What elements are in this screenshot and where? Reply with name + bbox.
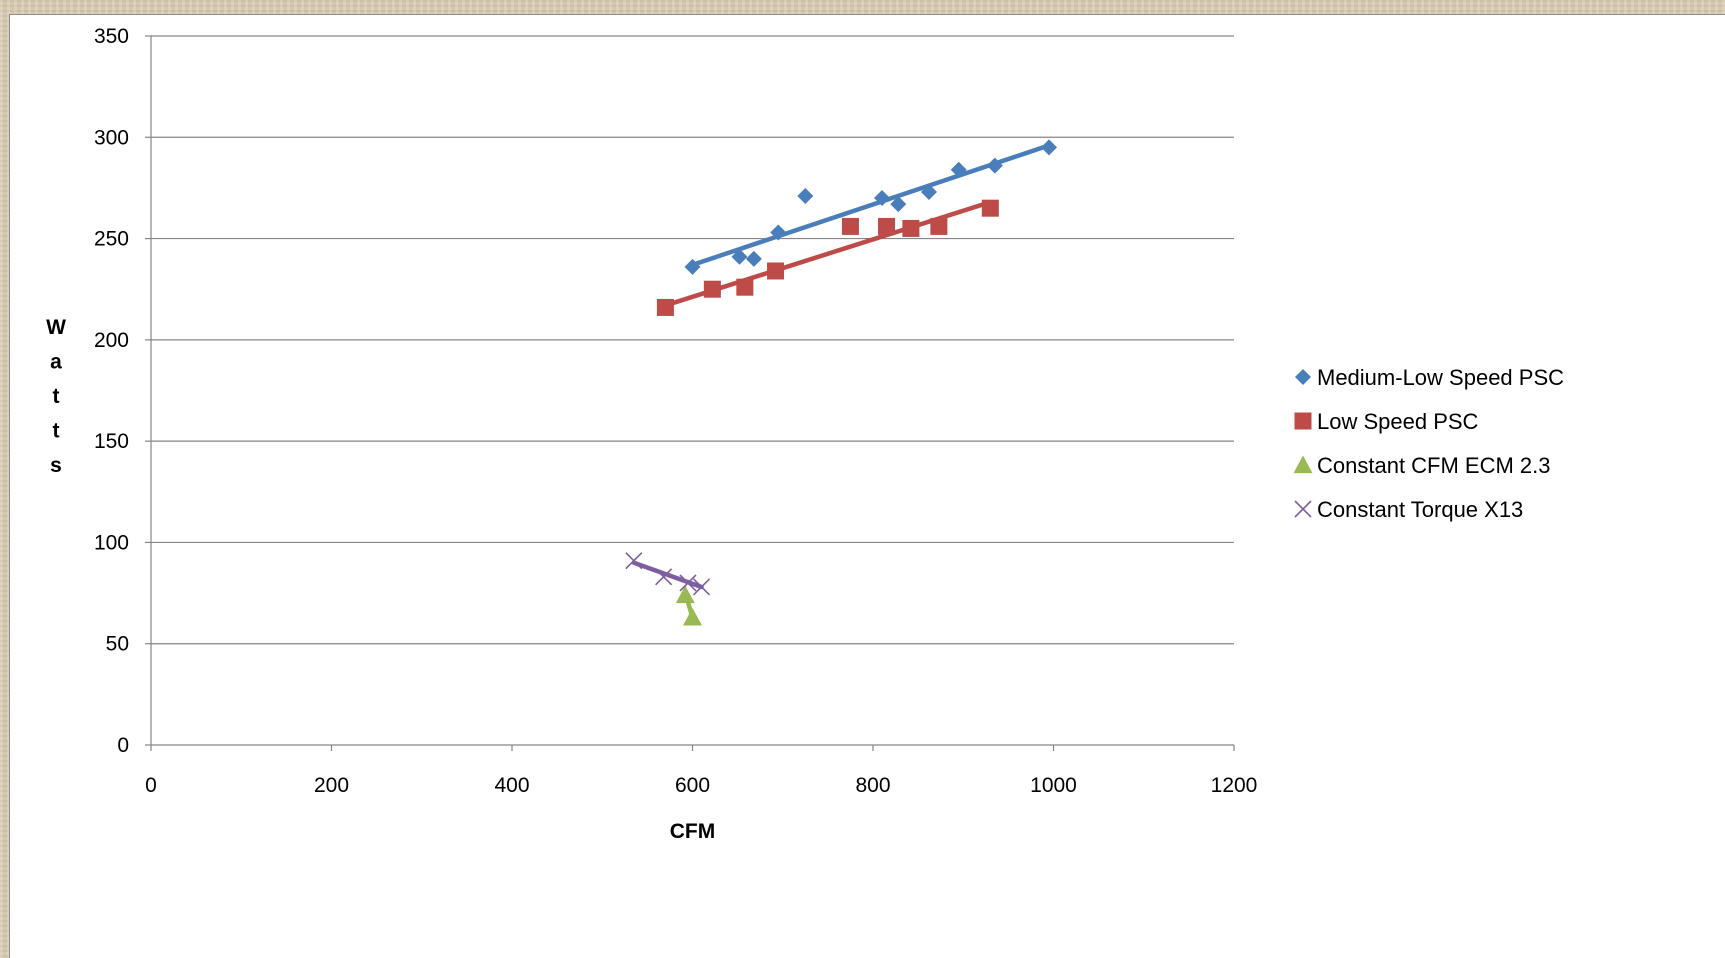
data-point (655, 568, 673, 586)
data-point (703, 280, 721, 298)
x-tick-label: 1000 (1030, 774, 1077, 797)
y-tick-label: 250 (94, 228, 129, 251)
data-point (679, 574, 697, 592)
data-point (1040, 139, 1057, 156)
data-point (890, 196, 907, 213)
x-axis-title: CFM (670, 820, 716, 843)
y-tick-label: 0 (117, 734, 129, 757)
data-point (767, 262, 785, 280)
legend-label: Low Speed PSC (1317, 409, 1479, 434)
data-point (684, 258, 701, 275)
x-tick-label: 1200 (1211, 774, 1258, 797)
data-point (902, 219, 920, 237)
legend-marker (1294, 500, 1312, 518)
y-tick-label: 200 (94, 329, 129, 352)
legend-marker (1294, 412, 1312, 430)
data-point (675, 585, 695, 604)
data-point (770, 224, 787, 241)
data-point (874, 190, 891, 207)
trendline (631, 560, 704, 590)
data-point (797, 188, 814, 205)
x-tick-label: 400 (494, 774, 529, 797)
legend-label: Constant Torque X13 (1317, 497, 1523, 522)
data-point (736, 278, 754, 296)
data-point (625, 552, 643, 570)
x-tick-label: 0 (145, 774, 157, 797)
legend-marker (1293, 455, 1313, 474)
y-tick-label: 50 (106, 633, 129, 656)
data-point (692, 578, 711, 596)
scatter-chart: 0 50 100 150 200 250 300 350 0 200 400 600 800 1000 12… (46, 25, 1564, 843)
data-point (986, 157, 1003, 174)
data-point (841, 217, 859, 235)
legend-marker (1295, 369, 1311, 385)
y-tick-label: 350 (94, 25, 129, 48)
data-point (930, 217, 948, 235)
data-point (950, 161, 967, 178)
y-tick-label: 300 (94, 126, 129, 149)
x-tick-label: 800 (855, 774, 890, 797)
chart-area: 0 50 100 150 200 250 300 350 0 200 400 600 800 1000 12… (9, 14, 1725, 958)
data-point (878, 217, 896, 235)
y-tick-label: 100 (94, 531, 129, 554)
legend-label: Constant CFM ECM 2.3 (1317, 453, 1551, 478)
data-point (656, 298, 674, 316)
x-tick-label: 200 (314, 774, 349, 797)
legend-label: Medium-Low Speed PSC (1317, 365, 1564, 390)
y-tick-label: 150 (94, 430, 129, 453)
data-point (683, 607, 702, 626)
data-point (920, 183, 937, 200)
data-point (731, 248, 748, 265)
x-tick-label: 600 (675, 774, 710, 797)
data-point (981, 199, 999, 217)
data-point (745, 250, 762, 267)
